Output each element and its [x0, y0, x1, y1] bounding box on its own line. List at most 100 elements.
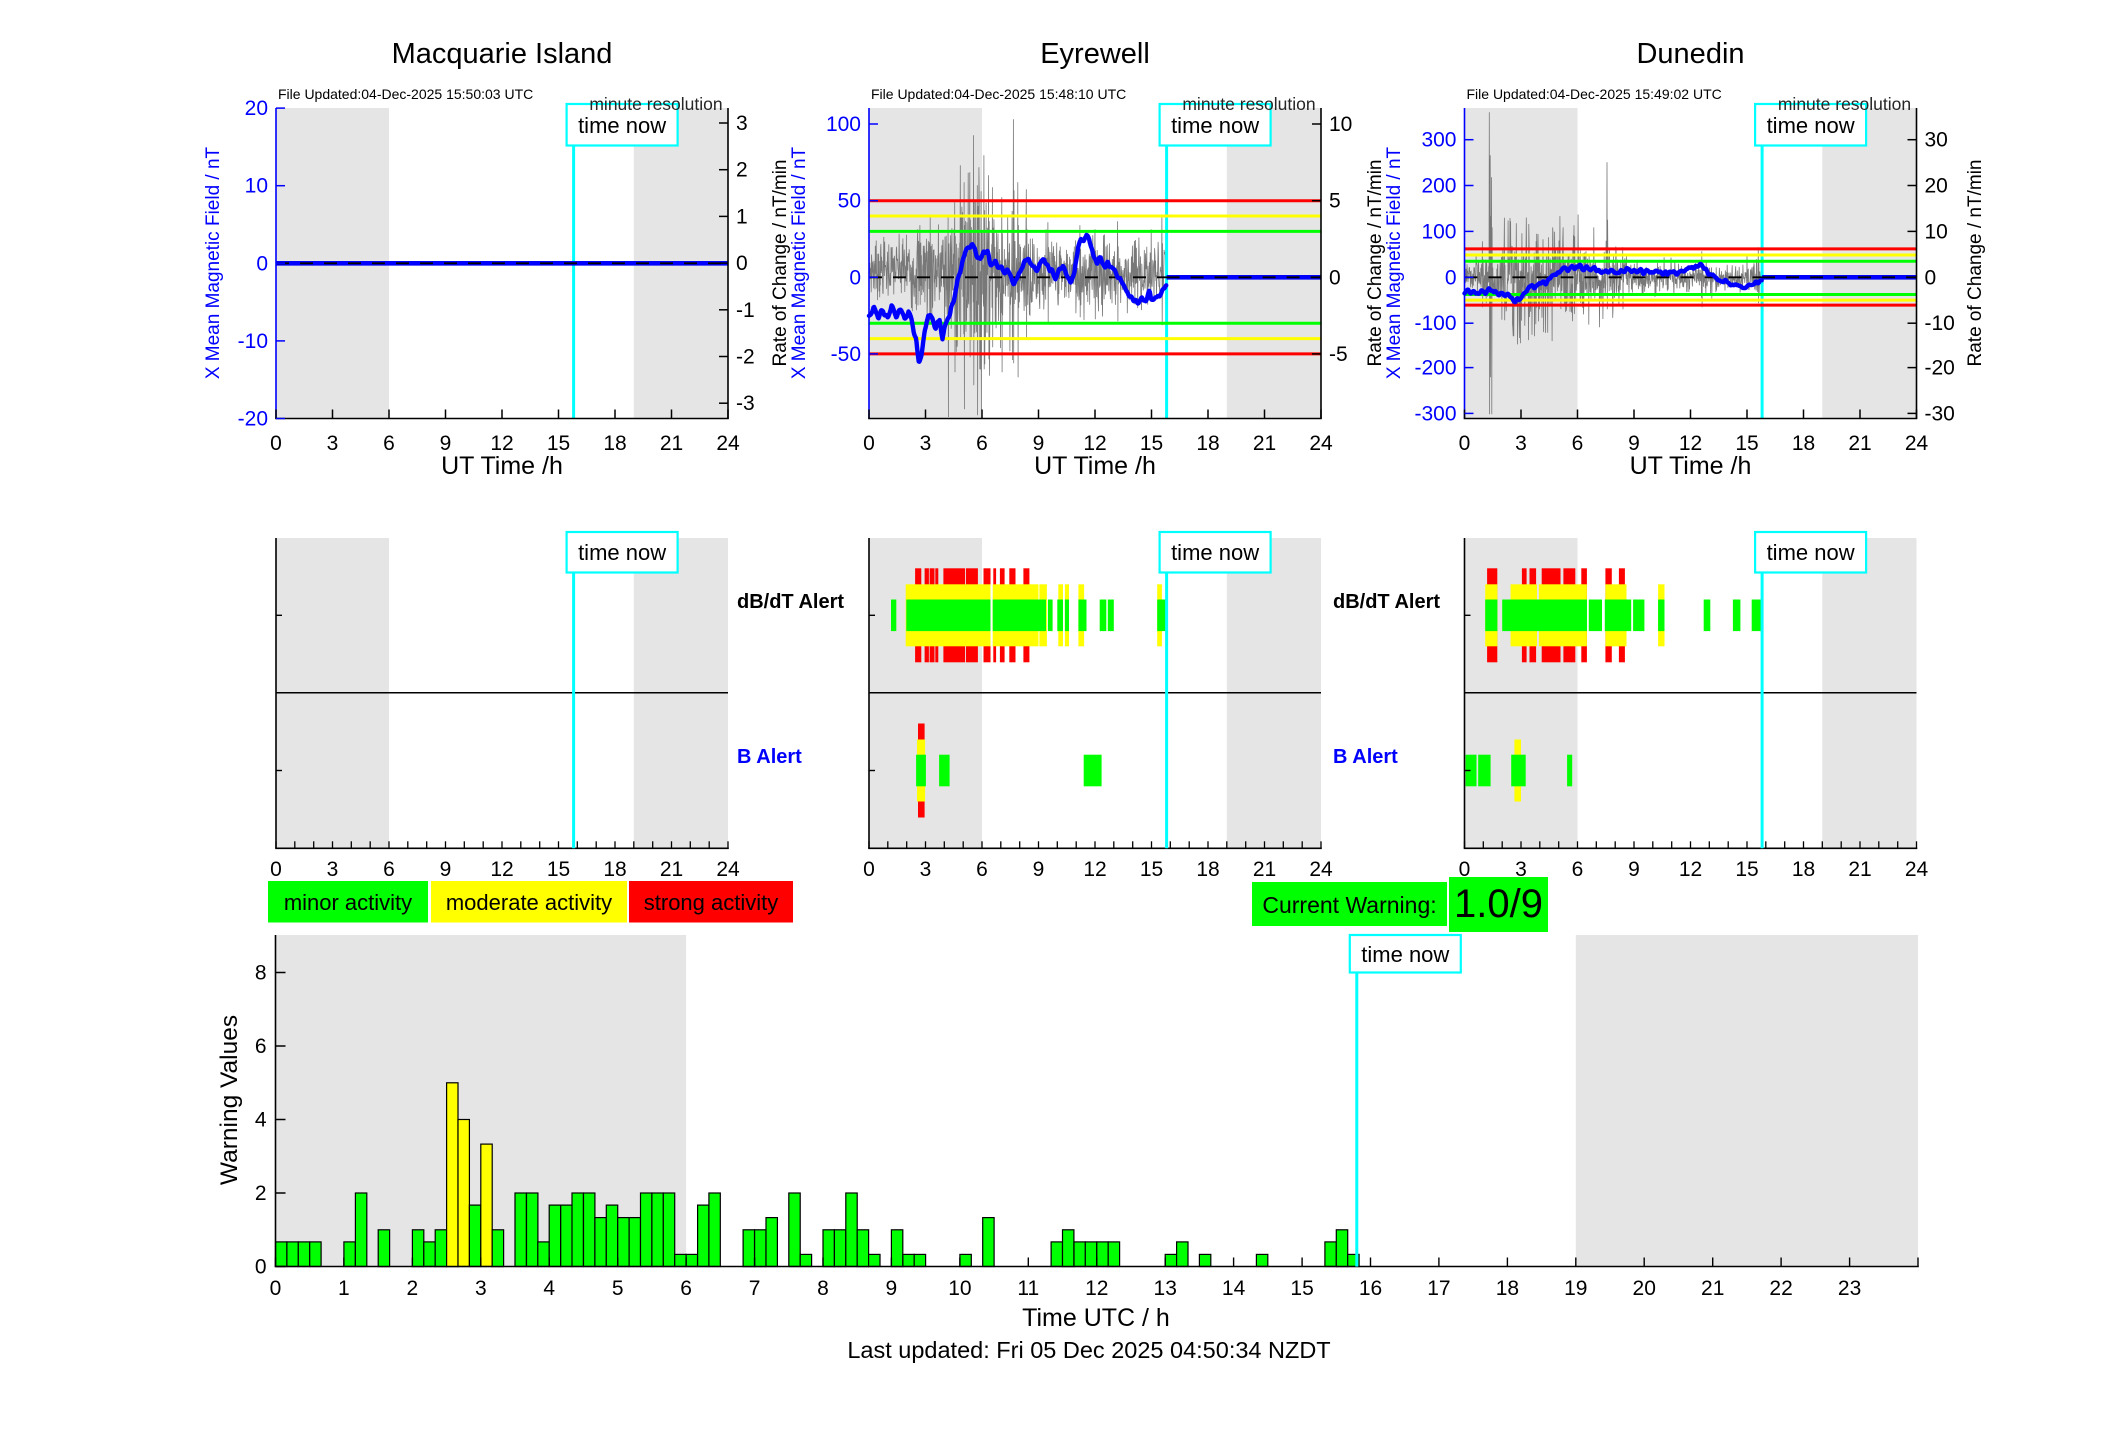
svg-text:Time UTC / h: Time UTC / h: [1022, 1304, 1170, 1332]
svg-text:3: 3: [475, 1277, 487, 1300]
svg-text:5: 5: [612, 1277, 624, 1300]
svg-text:15: 15: [1735, 432, 1758, 455]
svg-text:3: 3: [327, 858, 339, 881]
svg-text:2: 2: [255, 1182, 267, 1205]
svg-text:time now: time now: [578, 540, 666, 565]
svg-text:UT Time /h: UT Time /h: [1630, 452, 1752, 480]
svg-text:Macquarie Island: Macquarie Island: [392, 38, 613, 70]
svg-text:minute resolution: minute resolution: [1182, 94, 1315, 114]
svg-text:6: 6: [1572, 432, 1584, 455]
svg-text:0: 0: [270, 858, 282, 881]
svg-text:24: 24: [716, 432, 740, 455]
svg-text:0: 0: [270, 432, 282, 455]
svg-text:time now: time now: [578, 113, 666, 138]
svg-text:3: 3: [920, 858, 932, 881]
svg-text:time now: time now: [1767, 113, 1855, 138]
svg-text:-100: -100: [1414, 312, 1456, 335]
svg-text:X Mean Magnetic Field / nT: X Mean Magnetic Field / nT: [1384, 146, 1405, 379]
svg-text:8: 8: [255, 962, 267, 985]
svg-text:6: 6: [680, 1277, 692, 1300]
svg-text:6: 6: [255, 1035, 267, 1058]
svg-text:6: 6: [976, 858, 988, 881]
svg-text:X Mean Magnetic Field / nT: X Mean Magnetic Field / nT: [789, 146, 810, 379]
svg-text:0: 0: [1329, 266, 1341, 289]
svg-text:6: 6: [383, 432, 395, 455]
svg-text:0: 0: [736, 252, 748, 275]
svg-text:23: 23: [1838, 1277, 1861, 1300]
svg-text:-200: -200: [1414, 357, 1456, 380]
svg-text:18: 18: [603, 432, 626, 455]
svg-text:15: 15: [547, 858, 570, 881]
svg-text:Warning Values: Warning Values: [216, 1015, 243, 1185]
svg-text:21: 21: [1253, 858, 1276, 881]
svg-text:24: 24: [716, 858, 740, 881]
svg-text:30: 30: [1925, 129, 1948, 152]
svg-text:10: 10: [245, 175, 268, 198]
svg-text:strong activity: strong activity: [644, 890, 779, 915]
svg-text:UT Time /h: UT Time /h: [441, 452, 563, 480]
svg-text:4: 4: [255, 1109, 267, 1132]
svg-text:21: 21: [1701, 1277, 1724, 1300]
svg-text:18: 18: [1196, 858, 1219, 881]
svg-text:0: 0: [270, 1277, 282, 1300]
svg-text:300: 300: [1421, 129, 1456, 152]
svg-text:15: 15: [1735, 858, 1758, 881]
svg-text:12: 12: [1085, 1277, 1108, 1300]
svg-text:24: 24: [1309, 858, 1333, 881]
svg-text:4: 4: [543, 1277, 555, 1300]
svg-text:21: 21: [1253, 432, 1276, 455]
svg-text:8: 8: [817, 1277, 829, 1300]
svg-text:15: 15: [1140, 432, 1163, 455]
svg-text:18: 18: [1792, 858, 1815, 881]
svg-text:moderate activity: moderate activity: [446, 890, 612, 915]
svg-text:24: 24: [1905, 432, 1929, 455]
svg-text:17: 17: [1427, 1277, 1450, 1300]
svg-text:14: 14: [1222, 1277, 1246, 1300]
svg-text:time now: time now: [1767, 540, 1855, 565]
svg-text:-2: -2: [736, 346, 755, 369]
svg-text:21: 21: [1848, 432, 1871, 455]
svg-text:time now: time now: [1171, 113, 1259, 138]
svg-text:10: 10: [1329, 113, 1352, 136]
svg-text:minute resolution: minute resolution: [1778, 94, 1911, 114]
svg-text:3: 3: [736, 112, 748, 135]
svg-text:minute resolution: minute resolution: [589, 94, 722, 114]
svg-text:1.0/9: 1.0/9: [1454, 882, 1543, 926]
svg-text:15: 15: [1140, 858, 1163, 881]
svg-text:B Alert: B Alert: [1333, 746, 1398, 768]
svg-text:time now: time now: [1171, 540, 1259, 565]
svg-text:3: 3: [1515, 858, 1527, 881]
svg-text:File Updated:04-Dec-2025 15:50: File Updated:04-Dec-2025 15:50:03 UTC: [278, 86, 533, 102]
svg-text:1: 1: [736, 205, 748, 228]
svg-text:-10: -10: [238, 330, 268, 353]
svg-text:15: 15: [547, 432, 570, 455]
svg-text:0: 0: [849, 266, 861, 289]
svg-text:File Updated:04-Dec-2025 15:48: File Updated:04-Dec-2025 15:48:10 UTC: [871, 86, 1126, 102]
svg-text:-5: -5: [1329, 343, 1348, 366]
svg-text:-3: -3: [736, 392, 755, 415]
svg-text:5: 5: [1329, 190, 1341, 213]
svg-text:3: 3: [327, 432, 339, 455]
svg-text:X Mean Magnetic Field / nT: X Mean Magnetic Field / nT: [203, 146, 224, 379]
svg-text:12: 12: [490, 858, 513, 881]
svg-text:Rate of Change / nT/min: Rate of Change / nT/min: [1965, 160, 1986, 367]
svg-text:24: 24: [1309, 432, 1333, 455]
svg-text:-50: -50: [831, 343, 861, 366]
svg-text:18: 18: [603, 858, 626, 881]
svg-text:0: 0: [863, 858, 875, 881]
svg-text:-1: -1: [736, 299, 755, 322]
svg-text:24: 24: [1905, 858, 1929, 881]
svg-text:50: 50: [838, 190, 861, 213]
svg-text:Rate of Change / nT/min: Rate of Change / nT/min: [770, 160, 791, 367]
svg-text:2: 2: [407, 1277, 419, 1300]
svg-text:9: 9: [440, 432, 452, 455]
svg-text:Last updated: Fri 05 Dec 2025: Last updated: Fri 05 Dec 2025 04:50:34 N…: [847, 1337, 1330, 1363]
svg-text:minor activity: minor activity: [284, 890, 412, 915]
svg-text:-300: -300: [1414, 402, 1456, 425]
svg-text:0: 0: [1459, 858, 1471, 881]
svg-text:22: 22: [1769, 1277, 1792, 1300]
svg-text:Current Warning:: Current Warning:: [1262, 892, 1436, 918]
svg-text:12: 12: [1679, 432, 1702, 455]
svg-text:20: 20: [1925, 175, 1948, 198]
svg-text:UT Time /h: UT Time /h: [1034, 452, 1156, 480]
